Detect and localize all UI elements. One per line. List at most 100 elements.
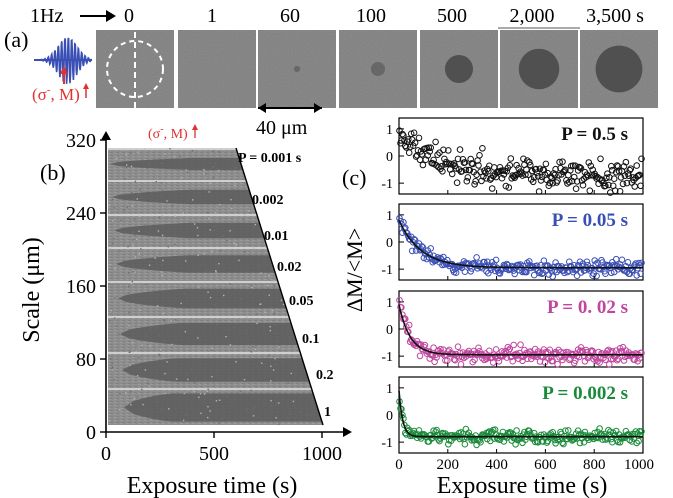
period-label: 0.02	[277, 260, 302, 275]
data-point	[567, 167, 574, 174]
period-label: 0.002	[252, 193, 284, 208]
data-point	[411, 139, 419, 146]
panel-b-axes: 0 80 160 240 320 0 500 1000	[66, 130, 352, 465]
kymograph-image	[108, 148, 323, 425]
data-point	[615, 167, 623, 175]
period-label: 1	[324, 405, 331, 420]
x-tick-label: 600	[534, 457, 557, 473]
data-point	[554, 360, 561, 368]
scale-bar-label: 40 μm	[256, 117, 308, 139]
panel-c: (c) ΔM/<M> 10-1P = 0.5 s10-1P = 0.05 s10…	[342, 117, 654, 498]
data-point	[502, 265, 510, 273]
time-label: 2,000	[510, 5, 555, 27]
x-tick-label: 0	[101, 443, 111, 465]
data-point	[604, 347, 611, 355]
data-point	[410, 236, 418, 243]
data-point	[560, 349, 567, 357]
data-point	[411, 236, 419, 244]
data-point	[614, 355, 622, 363]
data-point	[399, 130, 406, 138]
data-point	[463, 177, 471, 185]
y-tick-label: -1	[381, 350, 393, 365]
data-point	[433, 162, 440, 169]
data-point	[554, 177, 561, 184]
data-point	[486, 428, 493, 435]
data-point	[420, 254, 428, 262]
data-point	[605, 346, 612, 354]
data-point	[579, 181, 587, 189]
data-point	[426, 148, 434, 155]
data-point	[638, 428, 645, 435]
y-tick-label: 80	[76, 349, 96, 371]
period-label: 0.01	[264, 229, 289, 244]
data-point	[537, 177, 545, 184]
data-point	[452, 165, 460, 172]
data-point	[511, 270, 519, 278]
time-label: 500	[437, 5, 467, 27]
data-point	[517, 341, 524, 349]
data-point	[638, 259, 645, 267]
data-point	[552, 440, 559, 447]
data-point	[638, 155, 645, 163]
data-point	[405, 149, 413, 156]
domain-growth-band	[124, 393, 323, 422]
y-tick-label: -1	[381, 177, 393, 192]
time-label: 3,500 s	[586, 5, 644, 27]
panel-b-xlabel: Exposure time (s)	[127, 473, 298, 498]
data-point	[410, 129, 418, 137]
time-label: 1	[207, 5, 217, 27]
x-tick-label: 1000	[624, 457, 654, 473]
data-point	[604, 170, 611, 177]
data-point	[608, 269, 615, 277]
period-label: 0.2	[316, 368, 334, 383]
scale-bar	[258, 103, 322, 113]
domain-growth-band	[122, 358, 311, 382]
data-point	[445, 441, 452, 448]
data-point	[491, 426, 499, 434]
data-point	[484, 258, 491, 266]
y-tick-label: 240	[66, 203, 96, 225]
period-label: 0.05	[289, 294, 314, 309]
data-point	[577, 165, 585, 172]
y-tick-label: 0	[386, 236, 393, 251]
data-point	[448, 170, 456, 178]
data-point	[464, 261, 472, 268]
data-point	[403, 229, 410, 236]
data-point	[619, 180, 627, 188]
y-tick-label: -1	[381, 436, 393, 451]
period-label: P = 0.001 s	[238, 151, 302, 166]
micrograph-1: 1	[178, 5, 256, 108]
domain-growth-band	[110, 157, 246, 171]
data-point	[413, 242, 421, 249]
data-point	[503, 168, 511, 175]
panel-a-tag: (a)	[4, 27, 28, 52]
subplot-3: 1 0 -1 P = 0.002 s	[381, 376, 645, 454]
data-point	[525, 171, 532, 178]
data-point	[406, 143, 414, 151]
data-point	[599, 176, 606, 184]
data-point	[633, 439, 641, 447]
data-point	[398, 304, 405, 311]
data-point	[456, 146, 464, 153]
data-point	[430, 156, 437, 164]
data-point	[432, 138, 439, 146]
data-point	[535, 188, 543, 195]
data-point	[492, 346, 500, 353]
micrograph-5: 2,000	[498, 5, 580, 108]
panel-c-xlabel: Exposure time (s)	[437, 473, 608, 498]
data-point	[481, 258, 488, 266]
data-point	[637, 182, 644, 190]
data-point	[562, 166, 569, 174]
data-point	[462, 425, 470, 433]
domain-growth-band	[118, 288, 289, 309]
data-point	[613, 162, 621, 169]
data-point	[419, 244, 427, 251]
data-point	[555, 262, 562, 270]
data-point	[466, 166, 474, 174]
data-point	[596, 175, 603, 183]
x-arrow-icon	[343, 427, 352, 437]
data-point	[616, 439, 624, 446]
x-tick-label: 200	[437, 457, 460, 473]
data-point	[405, 136, 412, 143]
